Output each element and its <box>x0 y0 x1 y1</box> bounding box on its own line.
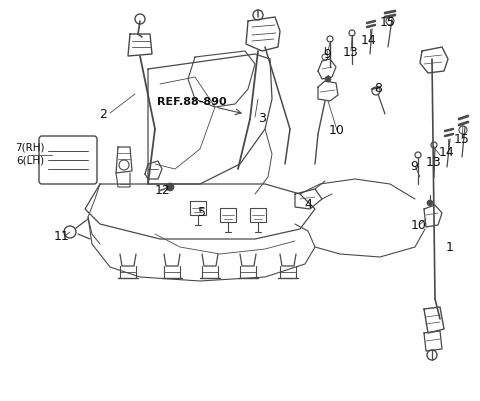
Text: 12: 12 <box>155 184 171 197</box>
Text: REF.88-890: REF.88-890 <box>157 97 227 107</box>
Text: 3: 3 <box>258 111 266 124</box>
Text: 9: 9 <box>410 160 418 173</box>
Circle shape <box>166 184 174 192</box>
Text: 13: 13 <box>426 156 442 169</box>
Text: 10: 10 <box>329 124 345 137</box>
Text: 4: 4 <box>304 198 312 211</box>
Text: 8: 8 <box>374 81 382 94</box>
Text: 11: 11 <box>54 230 70 243</box>
Text: 2: 2 <box>99 107 107 120</box>
Circle shape <box>427 200 433 207</box>
Text: 7(RH): 7(RH) <box>15 143 45 153</box>
Text: 10: 10 <box>411 219 427 232</box>
Text: 14: 14 <box>361 33 377 47</box>
Text: 1: 1 <box>446 241 454 254</box>
Text: 13: 13 <box>343 45 359 59</box>
Text: 9: 9 <box>323 49 331 61</box>
Circle shape <box>325 77 331 83</box>
Text: 15: 15 <box>454 133 470 146</box>
Text: 15: 15 <box>380 16 396 28</box>
Text: 5: 5 <box>198 206 206 219</box>
Text: 6(LH): 6(LH) <box>16 156 44 166</box>
Text: 14: 14 <box>439 146 455 159</box>
